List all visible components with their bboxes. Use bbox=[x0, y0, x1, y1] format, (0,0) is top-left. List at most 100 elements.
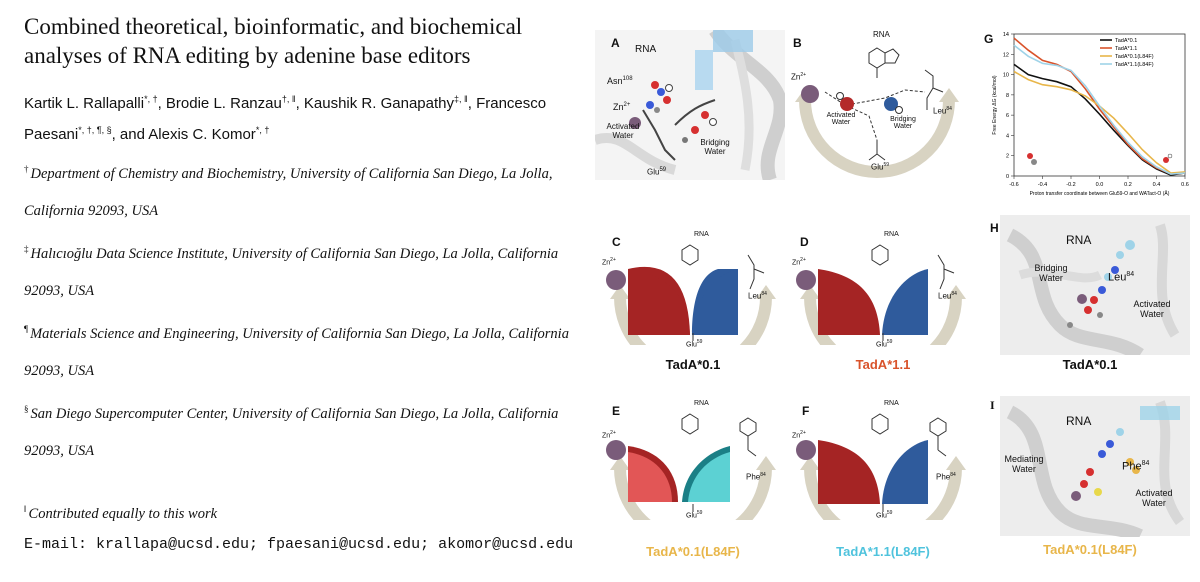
affiliation: † Department of Chemistry and Biochemistr… bbox=[24, 164, 553, 219]
activated-water-label: Activated Water bbox=[826, 112, 856, 126]
x-tick-label: 0.6 bbox=[1181, 182, 1189, 188]
contribution-note: ‖ Contributed equally to this work bbox=[24, 504, 218, 522]
panel-c: C RNA Zn2+ Leu84 Glu59 TadA*0.1 bbox=[598, 231, 788, 376]
phe-label: Phe84 bbox=[1122, 460, 1150, 473]
panel-letter: C bbox=[612, 235, 621, 249]
panel-i: I RNA Mediating Water Phe84 Activated Wa… bbox=[990, 392, 1190, 562]
molecule-atom bbox=[1167, 153, 1173, 159]
y-tick-label: 10 bbox=[1003, 73, 1009, 79]
activated-water-label: Activated Water bbox=[606, 122, 640, 140]
panel-letter: G bbox=[984, 32, 994, 46]
panel-e: E RNA Zn2+ Phe84 Glu59 TadA*0.1(L84F) bbox=[598, 400, 788, 562]
rna-label: RNA bbox=[884, 400, 899, 407]
y-tick-label: 12 bbox=[1003, 52, 1009, 58]
glu-label: Glu59 bbox=[647, 167, 667, 177]
zn-label: Zn2+ bbox=[792, 257, 806, 267]
affiliation: ¶ Materials Science and Engineering, Univ… bbox=[24, 324, 569, 379]
x-tick-label: 0.0 bbox=[1096, 182, 1104, 188]
mediating-water-label: Mediating Water bbox=[1004, 454, 1044, 474]
zn-label: Zn2+ bbox=[613, 102, 631, 112]
panel-letter: F bbox=[802, 404, 810, 418]
x-tick-label: 0.4 bbox=[1153, 182, 1161, 188]
variant-caption: TadA*1.1 bbox=[855, 357, 911, 372]
panel-letter: D bbox=[800, 235, 809, 249]
rna-label: RNA bbox=[694, 231, 709, 238]
y-tick-label: 0 bbox=[1006, 174, 1009, 180]
rna-label: RNA bbox=[1066, 233, 1092, 247]
author-name: , Kaushik R. Ganapathy bbox=[295, 95, 454, 112]
molecule-atom bbox=[1031, 159, 1037, 165]
x-tick-label: -0.2 bbox=[1066, 182, 1075, 188]
panel-letter: B bbox=[793, 36, 802, 50]
phe-label: Phe84 bbox=[936, 472, 956, 482]
author-marks: *, † bbox=[255, 125, 270, 135]
panel-d-schematic bbox=[796, 244, 966, 376]
x-tick-label: -0.6 bbox=[1009, 182, 1018, 188]
glu-label: Glu59 bbox=[876, 339, 893, 349]
panel-a: A RNA Asn108 Zn2+ Activated Water Bridgi… bbox=[593, 25, 788, 183]
panel-letter: I bbox=[990, 398, 995, 412]
panel-f: F RNA Zn2+ Phe84 Glu59 TadA*1.1(L84F) bbox=[788, 400, 978, 562]
author-name: , and Alexis C. Komor bbox=[111, 126, 256, 143]
zn-label: Zn2+ bbox=[791, 72, 807, 82]
y-tick-label: 14 bbox=[1003, 32, 1009, 38]
activated-water-label: Activated Water bbox=[1133, 299, 1171, 319]
molecule-atom bbox=[1163, 157, 1169, 163]
author-marks: †, ‖ bbox=[281, 94, 296, 104]
panel-a-structure-image bbox=[593, 25, 788, 183]
panel-f-schematic bbox=[796, 413, 966, 547]
email-line: E-mail: krallapa@ucsd.edu; fpaesani@ucsd… bbox=[24, 536, 574, 553]
glu-label: Glu59 bbox=[876, 510, 893, 520]
rna-label: RNA bbox=[873, 30, 890, 39]
y-axis-label: Free Energy ΔG (kcal/mol) bbox=[992, 75, 998, 135]
phe-label: Phe84 bbox=[746, 472, 766, 482]
rna-label: RNA bbox=[694, 400, 709, 407]
y-tick-label: 8 bbox=[1006, 93, 1009, 99]
panel-c-schematic bbox=[606, 244, 776, 376]
zn-label: Zn2+ bbox=[602, 257, 616, 267]
activated-water-label: Activated Water bbox=[1135, 488, 1173, 508]
variant-caption: TadA*0.1 bbox=[1062, 357, 1118, 372]
author-list: Kartik L. Rallapalli*, †, Brodie L. Ranz… bbox=[24, 86, 584, 148]
legend-entry: TadA*0.1 bbox=[1115, 38, 1137, 44]
series-line bbox=[1013, 63, 1186, 176]
free-energy-chart: -0.6 -0.4 -0.2 0.0 0.2 0.4 0.6 0 2 4 6 8 10 12 14 Proto… bbox=[992, 32, 1189, 197]
leu-label: Leu84 bbox=[933, 106, 952, 116]
leu-label: Leu84 bbox=[938, 291, 957, 301]
legend-entry: TadA*1.1(L84F) bbox=[1115, 62, 1154, 68]
asn-label: Asn108 bbox=[607, 76, 633, 86]
panel-b-schematic bbox=[795, 47, 959, 178]
zn-label: Zn2+ bbox=[602, 430, 616, 440]
variant-caption: TadA*1.1(L84F) bbox=[836, 544, 930, 559]
y-tick-label: 6 bbox=[1006, 113, 1009, 119]
affiliation: ‡ Halıcıoğlu Data Science Institute, Univ… bbox=[24, 244, 559, 299]
glu-label: Glu59 bbox=[871, 162, 890, 172]
x-tick-label: -0.4 bbox=[1038, 182, 1047, 188]
bridging-water-label: Bridging Water bbox=[890, 116, 916, 130]
panel-letter: E bbox=[612, 404, 621, 418]
panel-e-schematic bbox=[606, 413, 776, 547]
panel-letter: H bbox=[990, 221, 999, 235]
author-marks: *, † bbox=[144, 94, 158, 104]
molecule-atom bbox=[1027, 153, 1033, 159]
rna-label: RNA bbox=[635, 44, 657, 55]
rna-label: RNA bbox=[1066, 414, 1092, 428]
variant-caption: TadA*0.1(L84F) bbox=[1043, 542, 1137, 557]
legend-entry: TadA*1.1 bbox=[1115, 46, 1137, 52]
author-marks: *, †, ¶, § bbox=[78, 125, 112, 135]
legend-entry: TadA*0.1(L84F) bbox=[1115, 54, 1154, 60]
author-marks: ‡, ‖ bbox=[454, 94, 468, 104]
paper-title: Combined theoretical, bioinformatic, and… bbox=[24, 14, 523, 68]
panel-d: D RNA Zn2+ Leu84 Glu59 TadA*1.1 bbox=[788, 231, 978, 376]
author-name: , Brodie L. Ranzau bbox=[157, 95, 282, 112]
rna-label: RNA bbox=[884, 231, 899, 238]
panel-i-structure-image bbox=[1000, 396, 1190, 543]
author-name: , Francesco bbox=[467, 95, 547, 112]
panel-letter: A bbox=[611, 36, 620, 50]
series-line bbox=[1013, 37, 1186, 175]
series-line bbox=[1013, 44, 1186, 175]
author-name: Kartik L. Rallapalli bbox=[24, 95, 145, 112]
variant-caption: TadA*0.1 bbox=[665, 357, 721, 372]
bridging-water-label: Bridging Water bbox=[1034, 263, 1068, 283]
series-line bbox=[1013, 70, 1186, 174]
